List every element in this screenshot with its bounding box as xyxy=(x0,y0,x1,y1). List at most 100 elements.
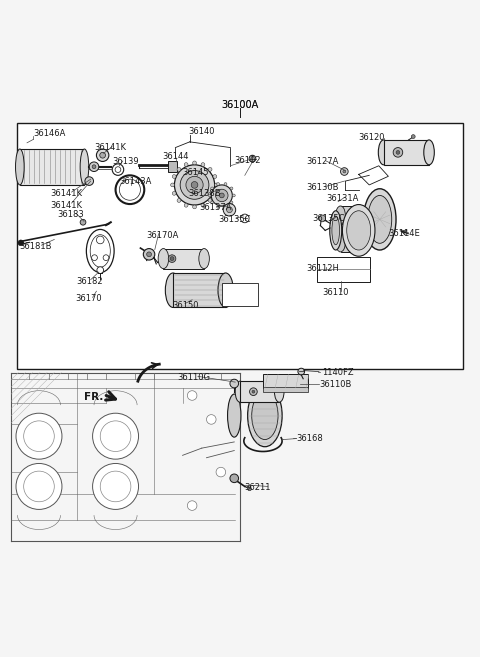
Circle shape xyxy=(24,421,54,451)
Bar xyxy=(263,387,309,392)
Circle shape xyxy=(100,152,106,158)
Text: 36100A: 36100A xyxy=(221,99,259,110)
Ellipse shape xyxy=(218,273,233,307)
Circle shape xyxy=(224,183,227,185)
Ellipse shape xyxy=(275,381,284,402)
Ellipse shape xyxy=(15,149,24,185)
Text: 36138B: 36138B xyxy=(189,189,221,198)
Circle shape xyxy=(168,255,176,262)
Bar xyxy=(263,374,309,388)
Circle shape xyxy=(216,189,228,202)
Bar xyxy=(222,283,258,306)
Text: FR.: FR. xyxy=(84,392,104,403)
Circle shape xyxy=(208,168,212,171)
Circle shape xyxy=(96,236,104,244)
Ellipse shape xyxy=(248,384,282,447)
Circle shape xyxy=(170,183,174,187)
Text: 36141K: 36141K xyxy=(50,200,82,210)
Circle shape xyxy=(115,167,121,173)
Bar xyxy=(168,161,177,171)
Circle shape xyxy=(319,215,325,222)
Text: 36114E: 36114E xyxy=(388,229,420,238)
Bar xyxy=(317,257,370,282)
Text: 36110G: 36110G xyxy=(177,373,210,382)
Ellipse shape xyxy=(336,206,345,224)
Circle shape xyxy=(89,162,99,171)
Text: 36141K: 36141K xyxy=(94,143,126,152)
Circle shape xyxy=(80,219,86,225)
Text: 36110: 36110 xyxy=(323,288,349,297)
Text: 36137A: 36137A xyxy=(199,204,232,212)
Circle shape xyxy=(147,252,152,257)
Circle shape xyxy=(298,368,305,375)
Text: 36168: 36168 xyxy=(297,434,323,443)
Text: 36140: 36140 xyxy=(189,127,215,136)
Text: 36143A: 36143A xyxy=(120,177,152,185)
Circle shape xyxy=(24,471,54,502)
Circle shape xyxy=(393,148,403,157)
Circle shape xyxy=(216,183,219,185)
Circle shape xyxy=(103,255,109,261)
Ellipse shape xyxy=(330,211,342,250)
Circle shape xyxy=(192,161,196,165)
Text: 36150: 36150 xyxy=(172,301,199,310)
Circle shape xyxy=(411,135,415,139)
Circle shape xyxy=(216,206,219,208)
Text: 36100A: 36100A xyxy=(221,99,259,110)
Ellipse shape xyxy=(363,189,396,250)
Text: 1140FZ: 1140FZ xyxy=(323,368,354,377)
Circle shape xyxy=(211,187,214,190)
Circle shape xyxy=(224,206,227,208)
Text: 36130B: 36130B xyxy=(306,183,338,192)
Circle shape xyxy=(249,155,256,162)
Circle shape xyxy=(97,267,104,273)
Circle shape xyxy=(252,390,255,393)
Circle shape xyxy=(248,487,252,491)
Text: 36110B: 36110B xyxy=(319,380,351,390)
Circle shape xyxy=(211,185,232,206)
Circle shape xyxy=(172,191,176,195)
Text: 36141K: 36141K xyxy=(50,189,82,198)
Text: 36135C: 36135C xyxy=(218,215,251,224)
Circle shape xyxy=(230,187,233,190)
Circle shape xyxy=(100,471,131,502)
Circle shape xyxy=(230,201,233,204)
Circle shape xyxy=(227,207,232,213)
Circle shape xyxy=(213,191,217,195)
Ellipse shape xyxy=(252,392,278,440)
Circle shape xyxy=(201,204,205,207)
Bar xyxy=(340,234,363,252)
Text: 36145: 36145 xyxy=(182,168,209,177)
Bar xyxy=(20,149,84,185)
Bar xyxy=(240,381,279,402)
Ellipse shape xyxy=(228,394,241,437)
Text: 36146A: 36146A xyxy=(33,129,66,138)
Ellipse shape xyxy=(347,211,371,250)
Circle shape xyxy=(208,198,212,202)
Circle shape xyxy=(206,415,216,424)
Circle shape xyxy=(396,150,400,154)
Circle shape xyxy=(208,194,211,197)
Circle shape xyxy=(180,171,209,199)
Circle shape xyxy=(174,165,215,205)
Bar xyxy=(340,206,363,224)
Circle shape xyxy=(144,248,155,260)
Text: 36135C: 36135C xyxy=(313,214,345,223)
Ellipse shape xyxy=(368,195,392,243)
Ellipse shape xyxy=(158,248,168,269)
Circle shape xyxy=(16,413,62,459)
Text: 36127A: 36127A xyxy=(306,158,338,166)
Circle shape xyxy=(250,388,257,396)
Text: 36211: 36211 xyxy=(244,483,270,492)
Circle shape xyxy=(240,214,249,223)
Text: 36131A: 36131A xyxy=(326,194,359,203)
Text: 36182: 36182 xyxy=(76,277,103,286)
Text: 36144: 36144 xyxy=(162,152,189,161)
Circle shape xyxy=(201,163,205,166)
Circle shape xyxy=(120,179,141,200)
Circle shape xyxy=(192,205,196,209)
Ellipse shape xyxy=(332,216,339,245)
Circle shape xyxy=(16,463,62,509)
Circle shape xyxy=(211,201,214,204)
Circle shape xyxy=(85,177,94,185)
